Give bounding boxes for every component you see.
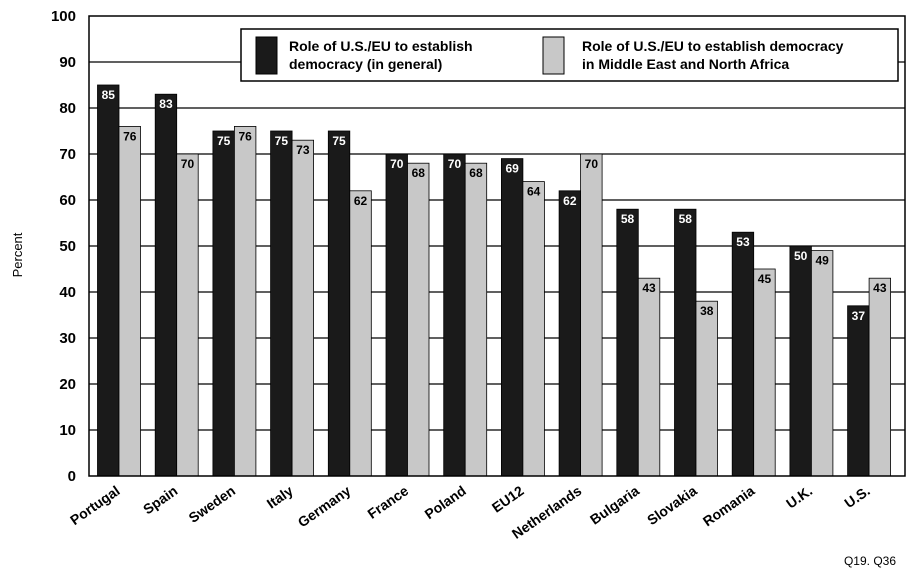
gridlines <box>89 61 905 431</box>
bar-value-label: 73 <box>296 143 310 157</box>
bar-value-label: 85 <box>102 88 116 102</box>
bar-mena-spain <box>176 153 199 477</box>
bar-general-italy <box>270 130 293 477</box>
bar-general-poland <box>443 153 466 477</box>
bar-value-label: 70 <box>390 157 404 171</box>
category-label: Bulgaria <box>587 482 642 527</box>
bar-value-label: 70 <box>181 157 195 171</box>
bar-value-label: 75 <box>332 134 346 148</box>
bar-value-label: 50 <box>794 249 808 263</box>
y-axis-label: Percent <box>10 232 25 277</box>
bar-general-portugal <box>97 84 120 477</box>
bar-general-uk <box>789 245 812 477</box>
bar-value-label: 58 <box>621 212 635 226</box>
legend-swatch-general <box>255 36 278 75</box>
legend-label-mena-line2: in Middle East and North Africa <box>582 56 789 72</box>
y-tick-label: 10 <box>59 422 76 439</box>
footnote: Q19. Q36 <box>844 554 896 568</box>
y-axis-ticks: 0 10 20 30 40 50 60 70 80 90 100 <box>51 8 76 485</box>
bar-mena-eu12 <box>522 181 545 477</box>
bar-value-label: 62 <box>563 194 577 208</box>
bar-value-label: 68 <box>412 166 426 180</box>
bar-value-label: 75 <box>217 134 231 148</box>
category-label: EU12 <box>489 482 527 515</box>
category-label: Italy <box>264 482 296 511</box>
bar-value-label: 58 <box>679 212 693 226</box>
bar-value-label: 69 <box>505 162 519 176</box>
legend: Role of U.S./EU to establish democracy (… <box>240 28 899 82</box>
bar-mena-romania <box>753 268 776 477</box>
bar-value-label: 49 <box>815 254 829 268</box>
bar-value-label: 75 <box>275 134 289 148</box>
category-label: Romania <box>700 482 758 529</box>
bar-value-label: 43 <box>642 281 656 295</box>
bar-value-label: 83 <box>159 97 173 111</box>
bar-general-sweden <box>212 130 235 477</box>
category-label: Portugal <box>67 482 123 528</box>
bar-general-us <box>847 305 870 477</box>
bar-value-label: 76 <box>238 129 252 143</box>
category-label: Poland <box>422 482 469 522</box>
legend-box <box>240 28 899 82</box>
legend-label-general: Role of U.S./EU to establish democracy (… <box>289 38 476 72</box>
legend-label-mena: Role of U.S./EU to establish democracy i… <box>582 38 847 72</box>
y-tick-label: 40 <box>59 284 76 301</box>
category-label: Slovakia <box>644 482 700 528</box>
bar-mena-france <box>407 162 430 477</box>
y-tick-label: 50 <box>59 238 76 255</box>
bar-mena-uk <box>811 250 834 477</box>
bar-value-label: 70 <box>448 157 462 171</box>
y-tick-label: 30 <box>59 330 76 347</box>
bar-value-label: 53 <box>736 235 750 249</box>
bar-general-germany <box>327 130 351 477</box>
legend-swatch-mena <box>542 36 565 75</box>
bars <box>97 84 891 477</box>
bar-mena-poland <box>464 162 488 477</box>
bar-general-spain <box>154 93 178 477</box>
bar-mena-germany <box>349 190 372 477</box>
legend-label-mena-line1: Role of U.S./EU to establish democracy <box>582 38 844 54</box>
bar-general-france <box>385 153 408 477</box>
y-tick-label: 60 <box>59 192 76 209</box>
bar-general-netherlands <box>558 190 581 477</box>
bar-general-eu12 <box>500 158 524 477</box>
bar-mena-slovakia <box>695 300 718 477</box>
plot-frame <box>88 15 906 477</box>
bar-value-label: 43 <box>873 281 887 295</box>
bar-mena-italy <box>291 139 315 477</box>
category-label: Sweden <box>186 482 239 525</box>
bar-value-label: 45 <box>758 272 772 286</box>
category-label: Germany <box>295 482 354 530</box>
category-label: France <box>364 482 411 522</box>
value-labels: 85 76 83 70 75 76 75 73 75 62 70 68 70 68 69 64 62 70 58 43… <box>102 88 887 323</box>
bar-mena-bulgaria <box>637 277 661 477</box>
y-tick-label: 90 <box>59 54 76 71</box>
legend-label-general-line2: democracy (in general) <box>289 56 442 72</box>
category-label: Spain <box>140 482 180 517</box>
bar-value-label: 76 <box>123 129 137 143</box>
bar-mena-portugal <box>118 126 141 477</box>
bar-mena-us <box>868 277 891 477</box>
bar-general-slovakia <box>674 208 697 477</box>
y-tick-label: 100 <box>51 8 76 25</box>
y-tick-label: 0 <box>68 468 76 485</box>
bar-value-label: 70 <box>585 157 599 171</box>
bar-value-label: 68 <box>469 166 483 180</box>
bar-value-label: 37 <box>852 309 866 323</box>
bar-general-bulgaria <box>616 208 639 477</box>
bar-mena-netherlands <box>580 153 603 477</box>
bar-value-label: 38 <box>700 304 714 318</box>
category-label: U.S. <box>841 482 872 511</box>
bar-value-label: 64 <box>527 185 541 199</box>
y-tick-label: 80 <box>59 100 76 117</box>
legend-label-general-line1: Role of U.S./EU to establish <box>289 38 473 54</box>
y-tick-label: 70 <box>59 146 76 163</box>
y-tick-label: 20 <box>59 376 76 393</box>
bar-general-romania <box>731 231 755 477</box>
category-label: U.K. <box>783 482 815 511</box>
bar-mena-sweden <box>233 126 257 477</box>
bar-value-label: 62 <box>354 194 368 208</box>
